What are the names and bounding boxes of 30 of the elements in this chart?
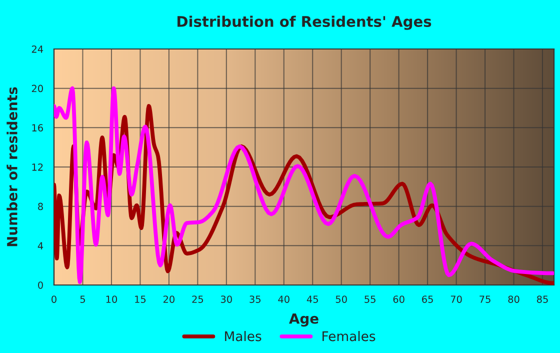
y-tick-label: 12 (32, 163, 43, 171)
x-tick-label: 30 (220, 296, 232, 303)
x-tick-label: 80 (508, 296, 520, 303)
x-tick-label: 0 (52, 296, 56, 303)
x-tick-label: 5 (80, 296, 85, 303)
x-tick-label: 75 (480, 296, 490, 303)
x-tick-label: 25 (192, 296, 204, 303)
x-tick-label: 40 (278, 296, 290, 303)
y-tick-label: 16 (32, 124, 43, 132)
y-axis-title: Number of residents (6, 87, 18, 246)
y-tick-label: 4 (38, 242, 44, 250)
x-tick-label: 60 (393, 296, 404, 303)
x-tick-label: 35 (250, 296, 260, 303)
x-tick-label: 65 (422, 296, 433, 303)
x-axis-title: Age (289, 313, 318, 327)
x-tick-label: 70 (450, 296, 462, 303)
x-tick-label: 15 (135, 296, 146, 303)
y-tick-label: 0 (38, 281, 43, 289)
x-tick-label: 85 (536, 296, 548, 303)
legend-label: Males (225, 330, 262, 342)
x-tick-label: 55 (364, 296, 376, 303)
x-tick-label: 50 (336, 296, 347, 303)
y-tick-label: 8 (38, 202, 43, 210)
legend-label: Females (322, 330, 376, 342)
x-tick-label: 45 (306, 296, 318, 303)
chart-title: Distribution of Residents' Ages (178, 16, 432, 30)
x-tick-label: 20 (163, 296, 174, 303)
y-tick-label: 24 (32, 45, 44, 53)
x-tick-label: 10 (106, 296, 118, 303)
y-tick-label: 20 (32, 84, 43, 92)
